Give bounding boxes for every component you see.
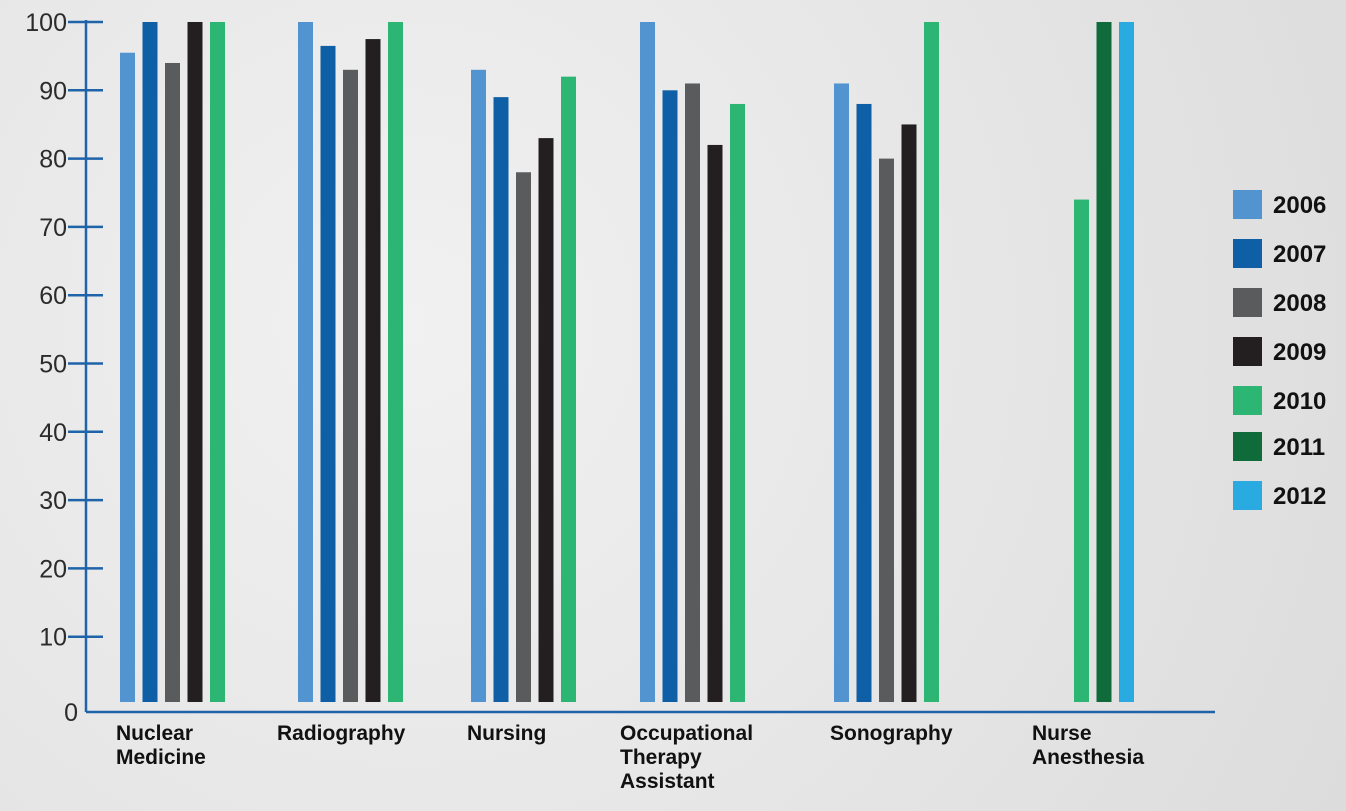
bar-nursing-2006 bbox=[471, 69, 486, 702]
bar-nurse-anesthesia-2010 bbox=[1074, 199, 1089, 702]
category-label-line: Medicine bbox=[116, 746, 206, 769]
y-tick-label-70: 70 bbox=[39, 214, 67, 242]
bar-nuclear-medicine-2009 bbox=[187, 22, 203, 702]
legend-label-2007: 2007 bbox=[1273, 241, 1326, 268]
legend-swatch-2008 bbox=[1233, 288, 1262, 317]
bar-nurse-anesthesia-2011 bbox=[1096, 22, 1112, 702]
y-tick-label-60: 60 bbox=[39, 282, 67, 310]
legend-label-2008: 2008 bbox=[1273, 290, 1326, 317]
bar-nursing-2007 bbox=[493, 97, 509, 702]
bar-radiography-2007 bbox=[320, 45, 336, 702]
legend-label-2011: 2011 bbox=[1273, 434, 1325, 461]
y-tick-label-50: 50 bbox=[39, 351, 67, 379]
legend-swatch-2007 bbox=[1233, 239, 1262, 268]
legend-label-2012: 2012 bbox=[1273, 483, 1326, 510]
y-tick-label-80: 80 bbox=[39, 146, 67, 174]
y-tick-label-40: 40 bbox=[39, 419, 67, 447]
category-label-line: Therapy bbox=[620, 746, 702, 769]
y-tick-labels: 0 10 20 30 40 50 60 70 80 90 100 bbox=[25, 9, 78, 727]
category-label-nuclear-medicine: Nuclear Medicine bbox=[116, 722, 206, 769]
bar-occupational-therapy-assistant-2010 bbox=[730, 103, 745, 702]
legend-swatch-2011 bbox=[1233, 432, 1262, 461]
bar-radiography-2010 bbox=[388, 22, 403, 702]
category-label-line: Occupational bbox=[620, 722, 753, 745]
category-label-line: Assistant bbox=[620, 770, 715, 793]
bar-radiography-2006 bbox=[298, 22, 313, 702]
bar-radiography-2009 bbox=[365, 39, 381, 702]
legend-swatch-2009 bbox=[1233, 337, 1262, 366]
category-label-nursing: Nursing bbox=[467, 722, 546, 745]
category-label-line: Nursing bbox=[467, 722, 546, 745]
category-label-line: Nuclear bbox=[116, 722, 193, 745]
y-tick-label-10: 10 bbox=[39, 624, 67, 652]
bar-nursing-2010 bbox=[561, 76, 576, 702]
category-label-line: Radiography bbox=[277, 722, 406, 745]
legend-label-2009: 2009 bbox=[1273, 339, 1326, 366]
bar-sonography-2009 bbox=[901, 124, 917, 702]
axes-group bbox=[68, 20, 1215, 714]
category-label-line: Sonography bbox=[830, 722, 953, 745]
legend-label-2010: 2010 bbox=[1273, 388, 1326, 415]
category-label-nurse-anesthesia: Nurse Anesthesia bbox=[1032, 722, 1144, 769]
bar-sonography-2008 bbox=[879, 158, 894, 703]
y-tick-label-90: 90 bbox=[39, 77, 67, 105]
legend: 2006 2007 2008 2009 2010 2011 2012 bbox=[1233, 190, 1326, 510]
x-category-labels: Nuclear Medicine Radiography Nursing Occupat… bbox=[116, 722, 1144, 793]
bar-sonography-2006 bbox=[834, 83, 849, 703]
bar-nuclear-medicine-2007 bbox=[142, 22, 158, 702]
bar-nuclear-medicine-2008 bbox=[165, 62, 180, 703]
category-label-radiography: Radiography bbox=[277, 722, 406, 745]
y-tick-label-30: 30 bbox=[39, 487, 67, 515]
bar-occupational-therapy-assistant-2009 bbox=[707, 144, 723, 702]
category-label-sonography: Sonography bbox=[830, 722, 953, 745]
legend-swatch-2012 bbox=[1233, 481, 1262, 510]
bar-occupational-therapy-assistant-2006 bbox=[640, 22, 655, 702]
bar-sonography-2007 bbox=[856, 103, 872, 702]
bar-occupational-therapy-assistant-2008 bbox=[685, 83, 700, 703]
legend-swatch-2006 bbox=[1233, 190, 1262, 219]
bar-nursing-2009 bbox=[538, 138, 554, 703]
bar-nurse-anesthesia-2012 bbox=[1119, 22, 1134, 702]
y-tick-label-20: 20 bbox=[39, 555, 67, 583]
bars-group bbox=[120, 22, 1134, 703]
legend-label-2006: 2006 bbox=[1273, 192, 1326, 219]
category-label-line: Anesthesia bbox=[1032, 746, 1144, 769]
y-tick-label-100: 100 bbox=[25, 9, 67, 37]
y-tick-label-0: 0 bbox=[64, 699, 78, 727]
category-label-occupational-therapy-assistant: Occupational Therapy Assistant bbox=[620, 722, 753, 793]
bar-sonography-2010 bbox=[924, 22, 939, 702]
category-label-line: Nurse bbox=[1032, 722, 1092, 745]
bar-occupational-therapy-assistant-2007 bbox=[662, 90, 678, 703]
bar-radiography-2008 bbox=[343, 69, 358, 702]
bar-nuclear-medicine-2006 bbox=[120, 52, 135, 703]
legend-swatch-2010 bbox=[1233, 386, 1262, 415]
bar-nuclear-medicine-2010 bbox=[210, 22, 225, 702]
bar-nursing-2008 bbox=[516, 172, 531, 702]
